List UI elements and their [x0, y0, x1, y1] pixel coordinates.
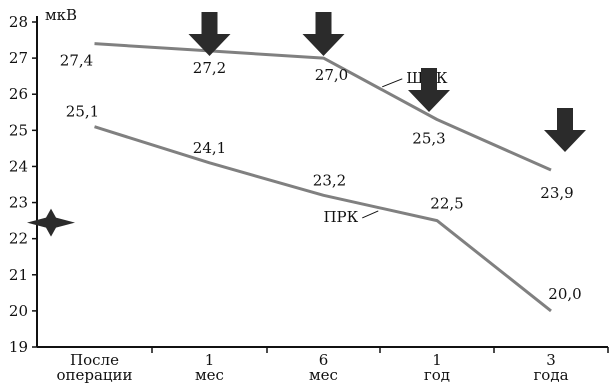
y-tick-label: 23: [9, 194, 28, 212]
y-tick-label: 21: [9, 266, 28, 284]
y-tick-label: 20: [9, 302, 28, 320]
down-arrow-marker: [188, 12, 231, 56]
y-tick-label: 22: [9, 230, 28, 248]
x-category-label: 6 мес: [309, 351, 338, 383]
star-marker: [27, 208, 75, 237]
data-label: 25,1: [66, 103, 99, 121]
y-axis-unit-label: мкВ: [45, 6, 77, 24]
data-label: 25,3: [412, 130, 445, 148]
down-arrow-marker: [408, 68, 450, 112]
data-label: 23,2: [313, 171, 346, 189]
x-category-label: 1 год: [424, 351, 450, 383]
series-line: [94, 125, 552, 313]
series-2: 25,1 24,1 23,2 22,5 20,0 ПРК: [66, 103, 582, 313]
y-tick-label: 27: [9, 49, 28, 67]
series-leader-line: [382, 78, 403, 88]
series-1: 27,427,227,025,323,9ЩЛК: [60, 42, 574, 202]
y-tick-label: 25: [9, 121, 28, 139]
arrow-layer: [188, 12, 586, 152]
y-tick-label: 24: [9, 157, 28, 175]
x-category-label: После операции: [56, 351, 132, 383]
x-category-label: 1 мес: [195, 351, 224, 383]
series-leader-line: [362, 210, 379, 219]
x-category-label: 3 года: [533, 351, 568, 383]
y-tick-label: 26: [9, 85, 28, 103]
y-tick-label: 19: [9, 338, 28, 356]
data-label: 23,9: [540, 184, 573, 202]
data-label: 27,4: [60, 52, 93, 70]
data-label: 27,2: [193, 59, 226, 77]
y-ticks: 19 20 21 22 23 24 25 26 27 28: [9, 13, 37, 356]
data-label: 22,5: [430, 195, 463, 213]
data-label: 20,0: [548, 285, 581, 303]
data-label: 27,0: [315, 66, 348, 84]
series-line: [94, 42, 552, 172]
chart-axes: [36, 16, 608, 348]
series-name-label: ПРК: [323, 208, 358, 226]
data-label: 24,1: [193, 139, 226, 157]
star-layer: [27, 208, 75, 237]
down-arrow-marker: [544, 108, 586, 152]
y-tick-label: 28: [9, 13, 28, 31]
down-arrow-marker: [302, 12, 345, 56]
x-ticks: После операции 1 мес 6 мес 1 год 3 года: [56, 347, 609, 383]
series-layer: 27,427,227,025,323,9ЩЛК25,124,123,222,52…: [60, 42, 582, 313]
